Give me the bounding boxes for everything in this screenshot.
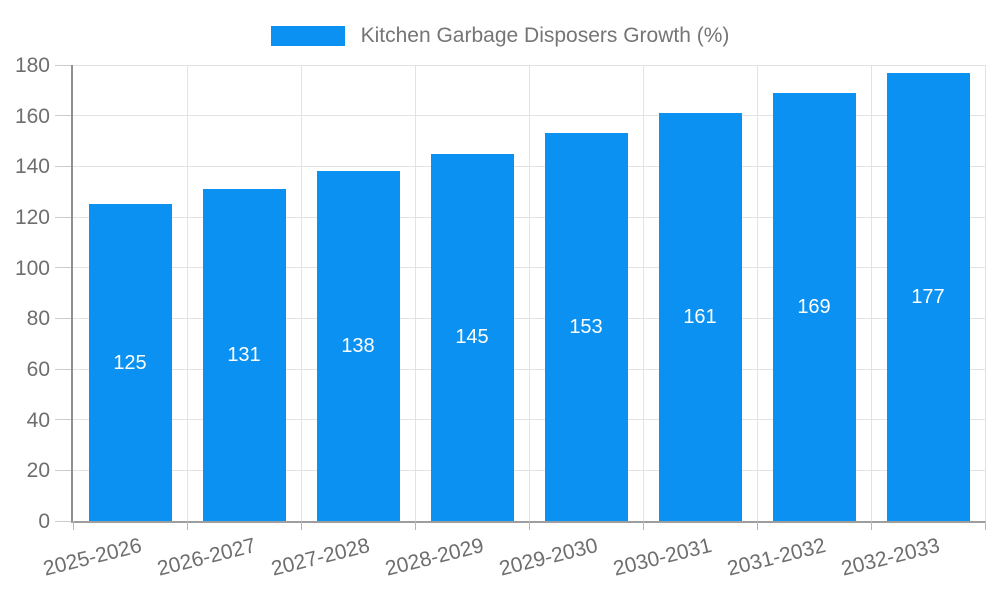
y-axis-label: 160 <box>14 104 50 128</box>
y-axis-label: 100 <box>14 256 50 280</box>
y-axis-tick <box>55 520 71 522</box>
gridline-vertical <box>528 65 530 521</box>
x-axis-tick <box>528 521 530 530</box>
x-axis-tick <box>72 521 74 530</box>
x-axis-tick <box>642 521 644 530</box>
x-axis-label: 2031-2032 <box>724 534 828 581</box>
bar-value-label: 145 <box>455 326 489 349</box>
bar: 138 <box>316 171 400 521</box>
x-axis-tick <box>984 521 986 530</box>
x-axis-label: 2028-2029 <box>382 534 486 581</box>
y-axis-tick <box>55 368 71 370</box>
x-axis-tick <box>870 521 872 530</box>
x-axis-label: 2030-2031 <box>610 534 714 581</box>
x-axis-label: 2029-2030 <box>496 534 600 581</box>
bar: 131 <box>202 189 286 521</box>
x-axis-line <box>71 521 985 523</box>
gridline-vertical <box>984 65 986 521</box>
legend: Kitchen Garbage Disposers Growth (%) <box>0 24 1000 47</box>
bar-value-label: 131 <box>227 344 261 367</box>
plot-area: 0 20 40 60 80 100 120 140 160 180 125 131 138 145 153 1… <box>15 55 986 581</box>
y-axis-label: 20 <box>26 459 50 483</box>
x-axis-tick <box>756 521 758 530</box>
gridline-vertical <box>186 65 188 521</box>
bar-value-label: 138 <box>341 335 375 358</box>
gridline-vertical <box>642 65 644 521</box>
y-axis-tick <box>55 317 71 319</box>
x-axis-tick <box>186 521 188 530</box>
bar: 145 <box>430 153 514 521</box>
bar: 161 <box>658 113 742 521</box>
y-axis-line <box>71 65 73 521</box>
y-axis-label: 180 <box>14 54 50 77</box>
gridline-vertical <box>870 65 872 521</box>
y-axis-label: 140 <box>14 155 50 179</box>
y-axis-tick <box>55 267 71 269</box>
y-axis-label: 120 <box>14 206 50 229</box>
bar: 177 <box>886 72 970 521</box>
bar-value-label: 153 <box>569 316 603 339</box>
x-axis-label: 2025-2026 <box>40 534 144 581</box>
bar-value-label: 177 <box>911 285 945 308</box>
y-axis-label: 0 <box>38 510 50 533</box>
gridline-vertical <box>300 65 302 521</box>
x-axis-tick <box>300 521 302 530</box>
bar-value-label: 161 <box>683 306 717 329</box>
legend-swatch <box>270 26 345 46</box>
gridline-vertical <box>414 65 416 521</box>
legend-label: Kitchen Garbage Disposers Growth (%) <box>360 24 730 47</box>
y-axis-tick <box>55 216 71 218</box>
y-axis-label: 80 <box>26 307 50 331</box>
x-axis-label: 2032-2033 <box>838 534 942 581</box>
bar: 169 <box>772 92 856 521</box>
y-axis-tick <box>55 115 71 117</box>
x-axis-tick <box>414 521 416 530</box>
y-axis-label: 60 <box>26 358 50 381</box>
bar-value-label: 169 <box>797 295 831 318</box>
y-axis-tick <box>55 419 71 421</box>
y-axis-tick <box>55 165 71 167</box>
gridline-vertical <box>756 65 758 521</box>
x-axis-label: 2027-2028 <box>268 534 372 581</box>
x-axis-label: 2026-2027 <box>154 534 258 581</box>
bar: 153 <box>544 133 628 521</box>
y-axis-tick <box>55 64 71 66</box>
bar-value-label: 125 <box>113 351 147 374</box>
bar: 125 <box>88 204 172 521</box>
y-axis-tick <box>55 469 71 471</box>
y-axis-label: 40 <box>26 408 50 432</box>
